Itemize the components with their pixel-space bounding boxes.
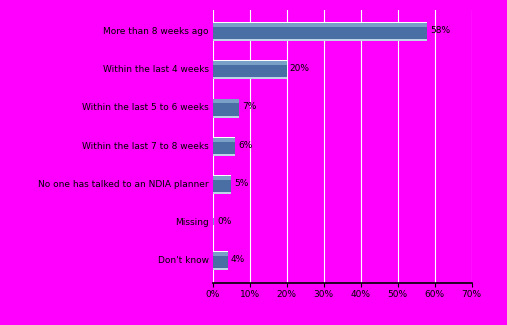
Bar bbox=[213, 115, 239, 118]
Text: 0%: 0% bbox=[217, 217, 231, 226]
Bar bbox=[213, 268, 228, 270]
Bar bbox=[213, 22, 427, 23]
Text: 5%: 5% bbox=[234, 179, 249, 188]
Bar bbox=[213, 22, 427, 27]
Text: 7%: 7% bbox=[242, 102, 256, 111]
Bar bbox=[213, 178, 231, 194]
Bar bbox=[213, 101, 239, 117]
Bar bbox=[213, 218, 214, 225]
Bar bbox=[213, 63, 287, 79]
Text: 20%: 20% bbox=[290, 64, 310, 73]
Bar bbox=[213, 98, 239, 99]
Bar bbox=[213, 25, 427, 41]
Bar bbox=[213, 60, 287, 61]
Bar bbox=[213, 39, 427, 41]
Bar bbox=[213, 175, 231, 176]
Bar bbox=[213, 251, 228, 252]
Bar bbox=[213, 192, 231, 194]
Bar bbox=[213, 77, 287, 79]
Bar bbox=[213, 252, 228, 256]
Bar bbox=[213, 140, 235, 155]
Bar bbox=[213, 99, 239, 103]
Text: 58%: 58% bbox=[430, 26, 450, 35]
Bar bbox=[213, 137, 235, 141]
Bar bbox=[213, 154, 235, 156]
Bar bbox=[213, 175, 231, 180]
Text: 4%: 4% bbox=[231, 255, 245, 264]
Bar bbox=[213, 254, 228, 270]
Text: 6%: 6% bbox=[238, 141, 252, 150]
Bar bbox=[213, 60, 287, 65]
